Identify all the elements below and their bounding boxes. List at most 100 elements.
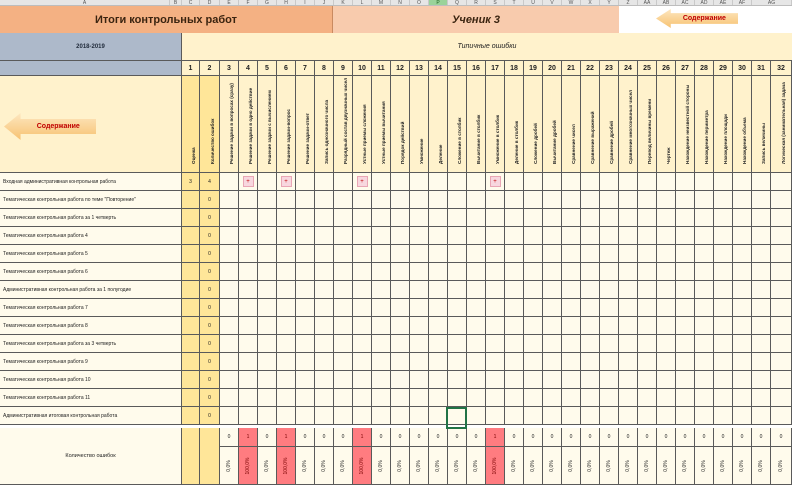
table-cell[interactable] xyxy=(334,245,353,263)
table-cell[interactable] xyxy=(581,245,600,263)
table-cell[interactable] xyxy=(239,407,258,425)
table-cell[interactable]: 0 xyxy=(200,407,220,425)
table-cell[interactable] xyxy=(600,281,619,299)
table-cell[interactable] xyxy=(258,173,277,191)
table-cell[interactable] xyxy=(676,299,695,317)
table-cell[interactable] xyxy=(657,317,676,335)
table-cell[interactable] xyxy=(657,335,676,353)
table-cell[interactable] xyxy=(429,407,448,425)
table-cell[interactable] xyxy=(429,371,448,389)
table-cell[interactable] xyxy=(410,299,429,317)
table-cell[interactable] xyxy=(277,227,296,245)
table-cell[interactable] xyxy=(695,191,714,209)
table-cell[interactable] xyxy=(695,173,714,191)
column-letter-h[interactable]: H xyxy=(277,0,296,5)
table-cell[interactable] xyxy=(258,191,277,209)
table-cell[interactable] xyxy=(619,407,638,425)
table-cell[interactable] xyxy=(429,317,448,335)
table-cell[interactable] xyxy=(334,317,353,335)
table-cell[interactable] xyxy=(239,209,258,227)
table-cell[interactable] xyxy=(600,317,619,335)
table-cell[interactable] xyxy=(467,317,486,335)
table-cell[interactable] xyxy=(600,191,619,209)
table-cell[interactable] xyxy=(486,227,505,245)
table-cell[interactable] xyxy=(562,407,581,425)
table-cell[interactable] xyxy=(524,263,543,281)
table-cell[interactable] xyxy=(372,173,391,191)
column-letter-ab[interactable]: AB xyxy=(657,0,676,5)
table-cell[interactable] xyxy=(676,281,695,299)
table-cell[interactable] xyxy=(771,227,792,245)
column-letter-w[interactable]: W xyxy=(562,0,581,5)
table-cell[interactable] xyxy=(182,371,200,389)
table-cell[interactable] xyxy=(391,299,410,317)
table-cell[interactable] xyxy=(600,263,619,281)
table-cell[interactable] xyxy=(714,407,733,425)
table-cell[interactable] xyxy=(657,281,676,299)
table-cell[interactable] xyxy=(619,191,638,209)
table-cell[interactable] xyxy=(733,245,752,263)
table-cell[interactable] xyxy=(353,191,372,209)
table-cell[interactable] xyxy=(733,191,752,209)
table-cell[interactable] xyxy=(391,245,410,263)
table-cell[interactable] xyxy=(505,389,524,407)
table-cell[interactable] xyxy=(600,335,619,353)
table-cell[interactable] xyxy=(657,263,676,281)
table-cell[interactable] xyxy=(657,407,676,425)
table-cell[interactable] xyxy=(733,173,752,191)
table-cell[interactable] xyxy=(296,371,315,389)
table-cell[interactable] xyxy=(334,389,353,407)
table-cell[interactable] xyxy=(733,389,752,407)
table-cell[interactable] xyxy=(543,299,562,317)
table-cell[interactable] xyxy=(695,227,714,245)
table-cell[interactable] xyxy=(505,209,524,227)
table-cell[interactable] xyxy=(733,335,752,353)
table-cell[interactable] xyxy=(410,281,429,299)
table-cell[interactable] xyxy=(239,389,258,407)
table-cell[interactable] xyxy=(619,263,638,281)
column-letter-k[interactable]: K xyxy=(334,0,353,5)
table-cell[interactable] xyxy=(182,335,200,353)
table-cell[interactable] xyxy=(372,389,391,407)
table-cell[interactable] xyxy=(372,227,391,245)
table-cell[interactable] xyxy=(296,245,315,263)
table-cell[interactable] xyxy=(467,353,486,371)
table-cell[interactable] xyxy=(771,173,792,191)
table-cell[interactable] xyxy=(714,317,733,335)
table-cell[interactable] xyxy=(182,245,200,263)
table-cell[interactable] xyxy=(676,227,695,245)
column-letter-g[interactable]: G xyxy=(258,0,277,5)
table-cell[interactable] xyxy=(524,299,543,317)
table-cell[interactable]: + xyxy=(353,173,372,191)
table-cell[interactable] xyxy=(771,371,792,389)
table-cell[interactable] xyxy=(505,353,524,371)
table-cell[interactable] xyxy=(695,281,714,299)
table-cell[interactable] xyxy=(220,407,239,425)
table-cell[interactable] xyxy=(524,227,543,245)
column-letter-o[interactable]: O xyxy=(410,0,429,5)
row-label[interactable]: Тематическая контрольная работа по теме … xyxy=(0,191,182,209)
table-cell[interactable] xyxy=(239,191,258,209)
table-cell[interactable] xyxy=(638,317,657,335)
table-cell[interactable]: 0 xyxy=(200,317,220,335)
table-cell[interactable] xyxy=(695,407,714,425)
table-cell[interactable] xyxy=(714,263,733,281)
table-cell[interactable] xyxy=(486,317,505,335)
table-cell[interactable] xyxy=(714,299,733,317)
table-cell[interactable] xyxy=(448,227,467,245)
table-cell[interactable] xyxy=(524,389,543,407)
table-cell[interactable] xyxy=(524,353,543,371)
table-cell[interactable] xyxy=(353,299,372,317)
table-cell[interactable] xyxy=(619,281,638,299)
table-cell[interactable] xyxy=(752,209,771,227)
table-cell[interactable] xyxy=(391,281,410,299)
table-cell[interactable] xyxy=(372,245,391,263)
column-letter-l[interactable]: L xyxy=(353,0,372,5)
table-cell[interactable] xyxy=(429,281,448,299)
table-cell[interactable] xyxy=(353,245,372,263)
table-cell[interactable] xyxy=(733,209,752,227)
column-letter-f[interactable]: F xyxy=(239,0,258,5)
table-cell[interactable] xyxy=(600,299,619,317)
table-cell[interactable] xyxy=(486,263,505,281)
table-cell[interactable] xyxy=(315,281,334,299)
